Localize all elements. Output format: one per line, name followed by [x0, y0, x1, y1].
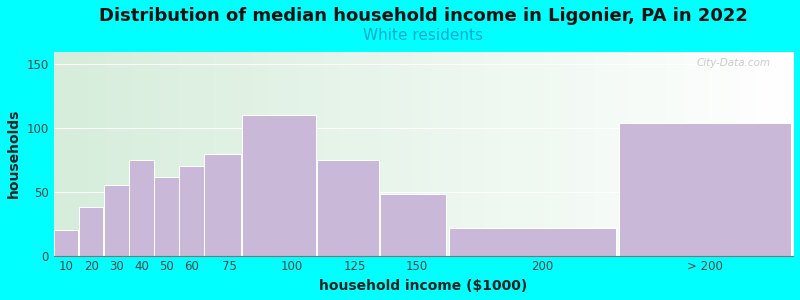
X-axis label: household income ($1000): household income ($1000)	[319, 279, 527, 293]
Bar	[619, 123, 791, 256]
Bar	[54, 230, 78, 256]
Bar	[104, 185, 129, 256]
Bar	[380, 194, 446, 256]
Bar	[154, 176, 178, 256]
Text: White residents: White residents	[363, 28, 483, 43]
Bar	[129, 160, 154, 256]
Text: City-Data.com: City-Data.com	[697, 58, 771, 68]
Bar	[79, 207, 103, 256]
Bar	[204, 154, 242, 256]
Title: Distribution of median household income in Ligonier, PA in 2022: Distribution of median household income …	[99, 7, 748, 25]
Bar	[449, 228, 616, 256]
Bar	[318, 160, 379, 256]
Y-axis label: households: households	[7, 109, 21, 198]
Bar	[179, 166, 204, 256]
Bar	[242, 115, 316, 256]
